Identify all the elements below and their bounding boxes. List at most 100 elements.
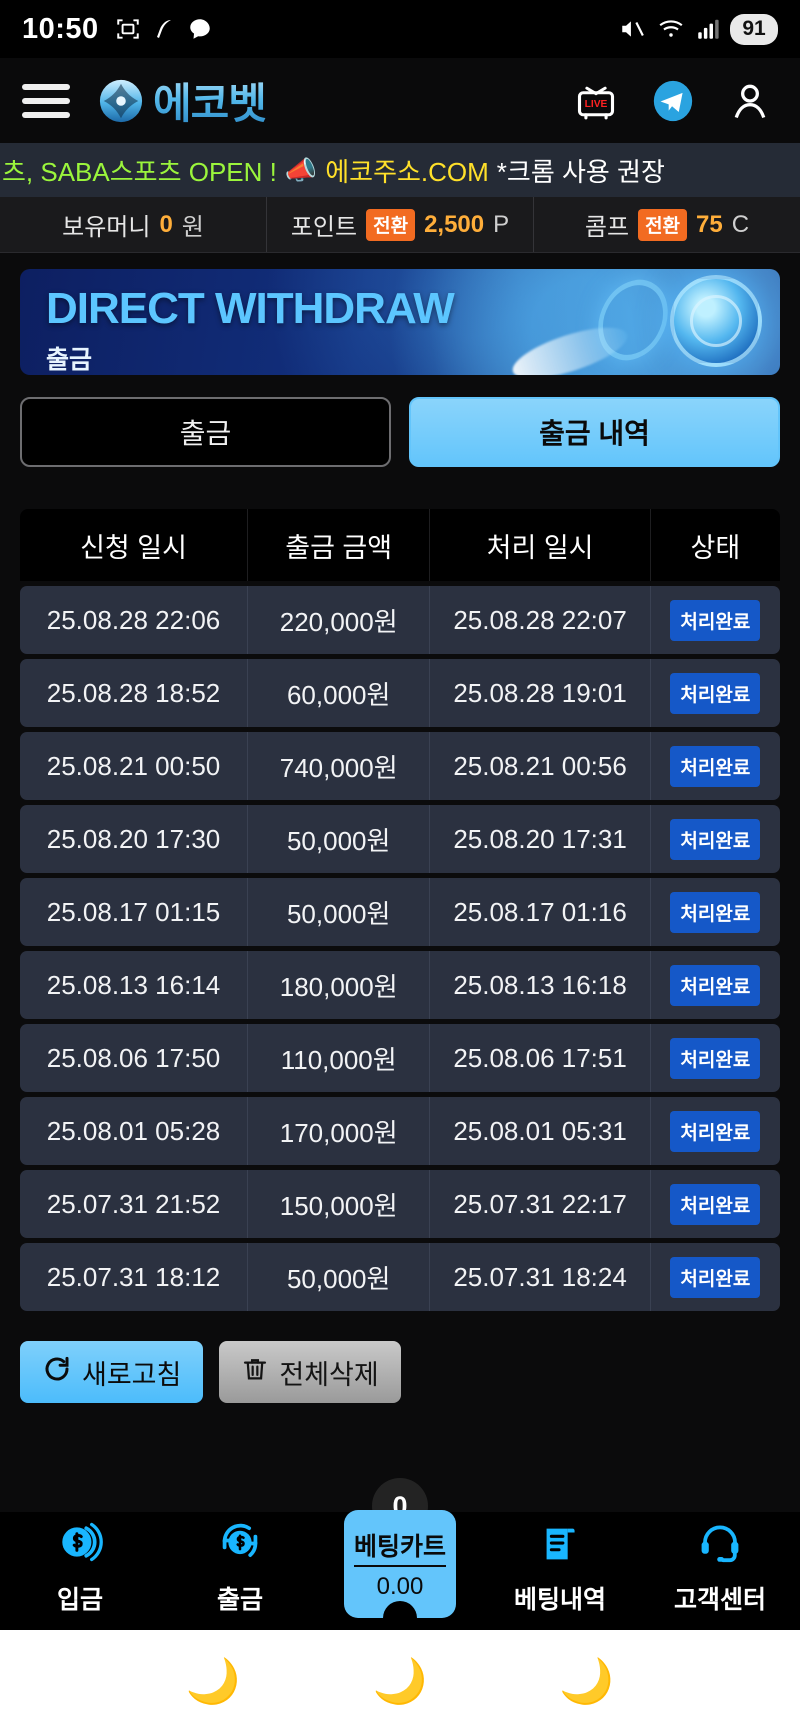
main-content: DIRECT WITHDRAW 출금 출금 출금 내역 신청 일시 출금 금액 … [0,253,800,1512]
nav-label-withdraw: 출금 [216,1586,263,1614]
status-badge: 처리완료 [670,1110,761,1152]
screenshot-icon [115,16,141,42]
refresh-icon [42,1354,72,1391]
nav-item-deposit[interactable]: 입금 [0,1517,160,1622]
comp-convert-button[interactable]: 전환 [638,208,688,241]
table-row[interactable]: 25.08.01 05:28 170,000원 25.08.01 05:31 처리완료 [20,1097,780,1165]
cart-title: 베팅카트 [353,1527,446,1567]
cell-processed: 25.08.28 22:07 [430,586,651,654]
cell-requested: 25.07.31 18:12 [20,1243,248,1311]
wifi-icon [656,16,686,42]
status-badge: 처리완료 [670,1183,761,1225]
withdraw-history-table: 신청 일시 출금 금액 처리 일시 상태 25.08.28 22:06 220,0… [20,509,780,1311]
trash-icon [241,1355,269,1390]
cell-status: 처리완료 [651,1170,780,1238]
cell-processed: 25.07.31 22:17 [430,1170,651,1238]
balance-point[interactable]: 포인트 전환 2,500 P [266,197,533,252]
user-account-icon[interactable] [728,79,772,123]
logo-text: 에코벳 [153,70,267,131]
balance-point-value: 2,500 [424,210,485,238]
delete-all-button[interactable]: 전체삭제 [219,1341,401,1403]
notice-text-yellow: 에코주소.COM [325,156,489,187]
table-row[interactable]: 25.08.06 17:50 110,000원 25.08.06 17:51 처리완료 [20,1024,780,1092]
banner-subtitle: 출금 [46,346,93,374]
status-badge: 처리완료 [670,964,761,1006]
nav-item-customer-center[interactable]: 고객센터 [640,1519,800,1622]
logo-mark-icon [98,78,144,124]
battery-level: 91 [730,13,778,45]
banner-title: DIRECT WITHDRAW [46,284,455,333]
refresh-label: 새로고침 [82,1359,182,1390]
home-button-moon-icon[interactable]: 🌙 [372,1656,428,1706]
table-row[interactable]: 25.08.17 01:15 50,000원 25.08.17 01:16 처리완료 [20,878,780,946]
table-row[interactable]: 25.08.28 22:06 220,000원 25.08.28 22:07 처리완료 [20,586,780,654]
signal-icon [695,16,721,42]
cell-amount: 50,000원 [248,1243,431,1311]
cell-processed: 25.07.31 18:24 [430,1243,651,1311]
table-row[interactable]: 25.08.21 00:50 740,000원 25.08.21 00:56 처리완료 [20,732,780,800]
cell-status: 처리완료 [651,659,780,727]
back-button-moon-icon[interactable]: 🌙 [185,1656,241,1706]
balance-comp[interactable]: 콤프 전환 75 C [533,197,800,252]
status-badge: 처리완료 [670,599,761,641]
hamburger-menu-icon[interactable] [22,83,70,118]
status-badge: 처리완료 [670,1256,761,1298]
cell-processed: 25.08.13 16:18 [430,951,651,1019]
table-header-row: 신청 일시 출금 금액 처리 일시 상태 [20,509,780,581]
tab-withdraw[interactable]: 출금 [20,397,391,467]
balance-point-label: 포인트 [290,214,358,241]
telegram-icon[interactable] [650,78,696,124]
balance-comp-value: 75 [696,210,723,238]
betting-cart-button[interactable]: 베팅카트 0.00 [344,1510,456,1618]
cell-amount: 50,000원 [248,878,431,946]
column-header-amount: 출금 금액 [248,509,431,581]
balance-money[interactable]: 보유머니 0 원 [0,197,266,252]
tab-withdraw-history[interactable]: 출금 내역 [409,397,780,467]
status-bar-time: 10:50 [22,12,99,45]
table-row[interactable]: 25.08.20 17:30 50,000원 25.08.20 17:31 처리완료 [20,805,780,873]
cell-amount: 150,000원 [248,1170,431,1238]
nav-label-betting-history: 베팅내역 [513,1586,606,1614]
recents-button-moon-icon[interactable]: 🌙 [559,1656,615,1706]
status-bar-right-icons: 91 [617,13,778,45]
site-logo[interactable]: 에코벳 [98,70,267,131]
cell-amount: 180,000원 [248,951,431,1019]
cell-status: 처리완료 [651,1097,780,1165]
balance-money-unit: 원 [181,214,204,241]
nav-label-customer-center: 고객센터 [673,1586,766,1614]
live-tv-icon[interactable]: LIVE [574,79,618,123]
cell-status: 처리완료 [651,1024,780,1092]
notice-marquee[interactable]: 츠, SABA스포츠 OPEN ! 📣 에코주소.COM *크롬 사용 권장 [0,143,800,197]
cell-status: 처리완료 [651,586,780,654]
cell-requested: 25.08.28 22:06 [20,586,248,654]
withdraw-tabs: 출금 출금 내역 [20,397,780,467]
cell-requested: 25.08.28 18:52 [20,659,248,727]
header-actions: LIVE [574,78,778,124]
cell-requested: 25.08.20 17:30 [20,805,248,873]
status-badge: 처리완료 [670,1037,761,1079]
table-row[interactable]: 25.07.31 18:12 50,000원 25.07.31 18:24 처리완료 [20,1243,780,1311]
refresh-button[interactable]: 새로고침 [20,1341,204,1403]
cell-processed: 25.08.21 00:56 [430,732,651,800]
mute-icon [617,16,647,42]
banner-text: DIRECT WITHDRAW 출금 [46,284,455,375]
table-row[interactable]: 25.08.13 16:14 180,000원 25.08.13 16:18 처리완료 [20,951,780,1019]
chat-bubble-icon [187,16,213,42]
table-row[interactable]: 25.07.31 21:52 150,000원 25.07.31 22:17 처리완료 [20,1170,780,1238]
cell-amount: 50,000원 [248,805,431,873]
cell-processed: 25.08.01 05:31 [430,1097,651,1165]
point-convert-button[interactable]: 전환 [366,208,416,241]
deposit-coin-icon [55,1517,105,1572]
balance-money-label: 보유머니 [62,214,151,241]
svg-text:LIVE: LIVE [585,99,608,110]
nav-label-deposit: 입금 [56,1586,103,1614]
cell-amount: 740,000원 [248,732,431,800]
table-actions: 새로고침 전체삭제 [20,1341,780,1413]
nav-item-betting-history[interactable]: 베팅내역 [480,1521,640,1622]
balance-comp-label: 콤프 [584,214,630,241]
nav-item-betting-cart[interactable]: 0 베팅카트 0.00 [320,1478,480,1622]
cell-status: 처리완료 [651,951,780,1019]
nav-item-withdraw[interactable]: 출금 [160,1517,320,1622]
table-row[interactable]: 25.08.28 18:52 60,000원 25.08.28 19:01 처리완료 [20,659,780,727]
cart-amount: 0.00 [376,1573,424,1600]
